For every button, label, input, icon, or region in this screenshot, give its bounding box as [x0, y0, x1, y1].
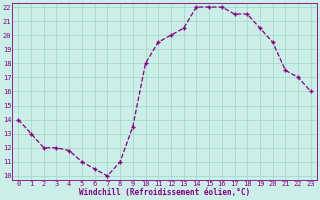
X-axis label: Windchill (Refroidissement éolien,°C): Windchill (Refroidissement éolien,°C) — [79, 188, 250, 197]
